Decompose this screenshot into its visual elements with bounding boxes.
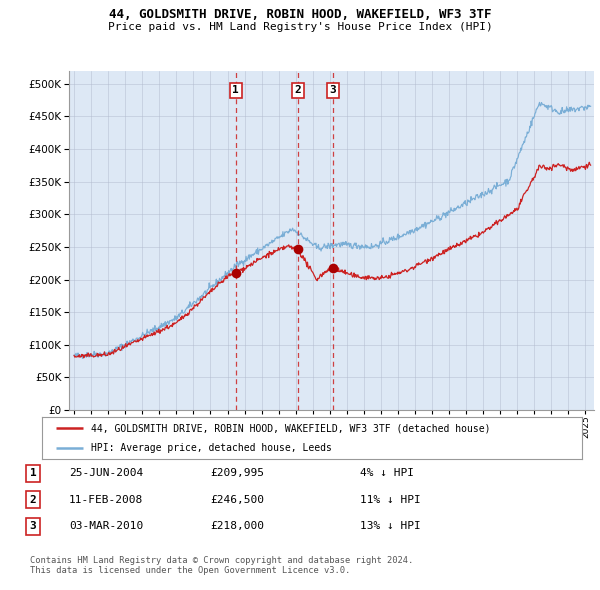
Text: 2: 2 xyxy=(295,86,301,96)
Text: Price paid vs. HM Land Registry's House Price Index (HPI): Price paid vs. HM Land Registry's House … xyxy=(107,22,493,32)
Text: 2: 2 xyxy=(29,495,37,504)
Text: HPI: Average price, detached house, Leeds: HPI: Average price, detached house, Leed… xyxy=(91,444,331,453)
Text: 3: 3 xyxy=(329,86,336,96)
Text: 25-JUN-2004: 25-JUN-2004 xyxy=(69,468,143,478)
Text: 03-MAR-2010: 03-MAR-2010 xyxy=(69,522,143,531)
Text: 13% ↓ HPI: 13% ↓ HPI xyxy=(360,522,421,531)
Text: 44, GOLDSMITH DRIVE, ROBIN HOOD, WAKEFIELD, WF3 3TF: 44, GOLDSMITH DRIVE, ROBIN HOOD, WAKEFIE… xyxy=(109,8,491,21)
Text: 3: 3 xyxy=(29,522,37,531)
Text: 11-FEB-2008: 11-FEB-2008 xyxy=(69,495,143,504)
Text: 44, GOLDSMITH DRIVE, ROBIN HOOD, WAKEFIELD, WF3 3TF (detached house): 44, GOLDSMITH DRIVE, ROBIN HOOD, WAKEFIE… xyxy=(91,424,490,434)
Text: £218,000: £218,000 xyxy=(210,522,264,531)
Text: 1: 1 xyxy=(232,86,239,96)
Text: Contains HM Land Registry data © Crown copyright and database right 2024.
This d: Contains HM Land Registry data © Crown c… xyxy=(30,556,413,575)
Text: 11% ↓ HPI: 11% ↓ HPI xyxy=(360,495,421,504)
Text: 4% ↓ HPI: 4% ↓ HPI xyxy=(360,468,414,478)
Text: £246,500: £246,500 xyxy=(210,495,264,504)
Text: 1: 1 xyxy=(29,468,37,478)
Text: £209,995: £209,995 xyxy=(210,468,264,478)
